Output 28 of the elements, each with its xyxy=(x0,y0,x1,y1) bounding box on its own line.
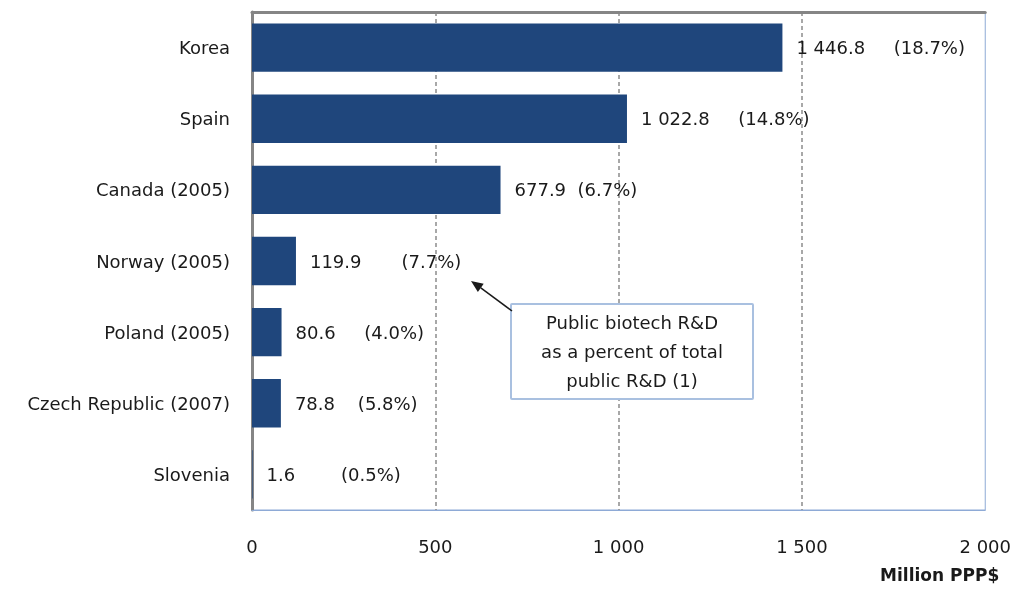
y-tick-label: Korea xyxy=(178,37,230,59)
data-label: 1 022.8 (14.8%) xyxy=(640,108,810,130)
annotation: Public biotech R&D as a percent of total public R&D (1) xyxy=(540,311,724,393)
data-label: 119.9 (7.7%) xyxy=(309,250,462,272)
x-tick-label: 1 000 xyxy=(592,535,645,557)
y-tick-label: Poland (2005) xyxy=(104,321,230,343)
bar xyxy=(252,165,501,215)
y-tick-label: Spain xyxy=(179,108,230,130)
x-tick-label: 2 000 xyxy=(959,535,1011,557)
data-label: 1.6 (0.5%) xyxy=(266,463,401,485)
bar xyxy=(252,379,281,428)
data-label: 1 446.8 (18.7%) xyxy=(796,37,965,59)
bar xyxy=(252,307,282,357)
bar xyxy=(252,94,627,143)
bar xyxy=(252,23,783,72)
data-label: 78.8 (5.8%) xyxy=(294,392,418,414)
data-label: 80.6 (4.0%) xyxy=(295,321,425,343)
y-tick-label: Slovenia xyxy=(153,463,230,485)
callout-box: Public biotech R&D as a percent of total public R&D (1) xyxy=(510,303,754,400)
y-tick-label: Norway (2005) xyxy=(96,250,230,272)
x-tick-label: 500 xyxy=(418,535,453,557)
bar xyxy=(252,236,296,286)
x-axis-title: Million PPP$ xyxy=(880,564,1000,585)
data-label: 677.9 (6.7%) xyxy=(514,179,638,201)
x-tick-label: 0 xyxy=(246,535,258,557)
y-tick-label: Canada (2005) xyxy=(95,179,230,201)
x-tick-label: 1 500 xyxy=(776,535,828,557)
y-tick-label: Czech Republic (2007) xyxy=(27,392,230,414)
